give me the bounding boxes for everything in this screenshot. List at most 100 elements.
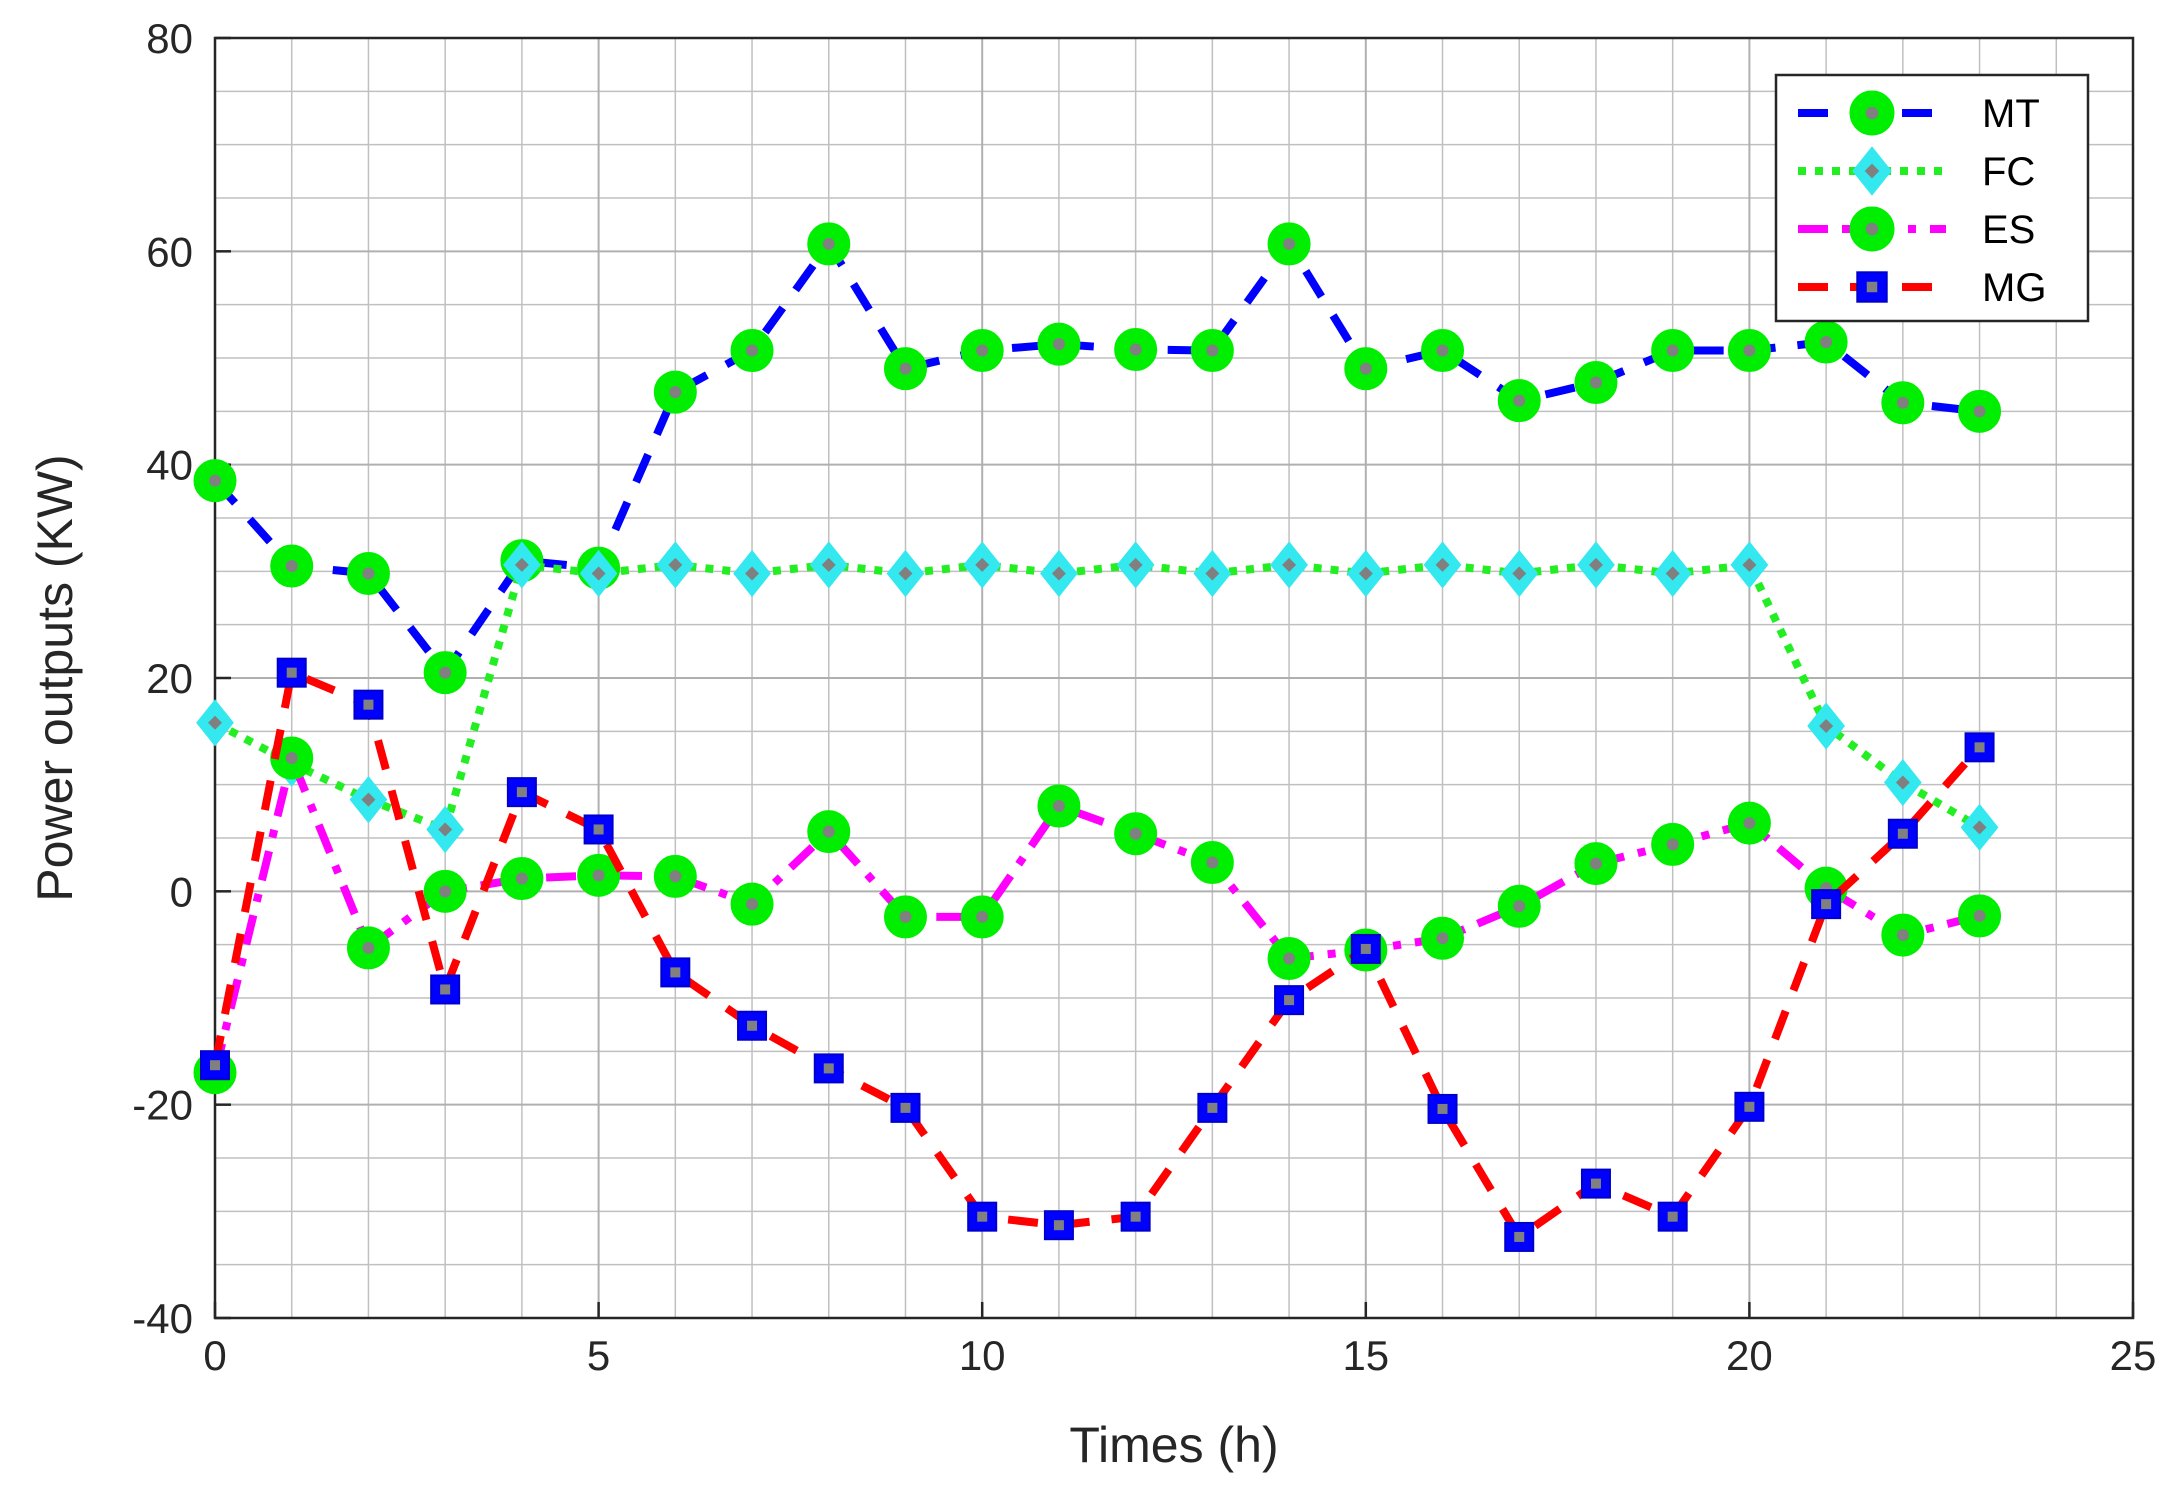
series-layer [193, 222, 2002, 1252]
point-es-center [822, 825, 835, 838]
point-mt-center [976, 344, 989, 357]
point-fc-center [438, 822, 453, 837]
point-fc-center [1819, 719, 1834, 733]
point-fc-center [1665, 566, 1680, 581]
legend-entry-es: ES [1798, 206, 2035, 252]
point-fc-center [1972, 820, 1987, 835]
point-es-center [1589, 857, 1602, 870]
series-mt [193, 222, 2002, 695]
point-mg [737, 1010, 768, 1041]
point-fc-center [745, 566, 760, 581]
point-es-center [976, 910, 989, 923]
point-es-center [1206, 856, 1219, 869]
point-mt-center [822, 237, 835, 250]
point-es-center [362, 941, 375, 954]
x-axis-label: Times (h) [1069, 1417, 1278, 1473]
legend-entry-mt: MT [1798, 90, 2040, 136]
point-es-center [899, 910, 912, 923]
point-fc-center [1588, 557, 1603, 572]
point-fc-center [1742, 557, 1757, 572]
point-mg-center [670, 967, 681, 978]
point-es-center [1052, 800, 1065, 812]
point-mt-center [899, 362, 912, 375]
y-axis-label: Power outputs (KW) [27, 454, 83, 901]
point-fc-center [591, 566, 606, 581]
point-es-center [1513, 900, 1526, 913]
series-fc [196, 541, 1999, 854]
point-fc-center [361, 792, 376, 807]
x-tick-label: 0 [203, 1332, 226, 1379]
point-fc-center [1435, 557, 1450, 572]
legend-marker-mt-center [1865, 106, 1879, 120]
point-mg [506, 777, 537, 808]
x-tick-label: 20 [1726, 1332, 1773, 1379]
point-mg-center [1744, 1101, 1755, 1112]
y-tick-label: 40 [146, 442, 193, 489]
legend-marker-es-center [1865, 222, 1879, 236]
point-fc-center [1895, 775, 1910, 790]
point-es-center [439, 885, 452, 898]
point-mt-center [1436, 344, 1449, 357]
point-fc-center [208, 715, 222, 730]
point-mt-center [746, 344, 759, 357]
y-tick-label: -40 [132, 1295, 193, 1342]
point-mt-center [209, 474, 221, 487]
point-fc-center [1051, 566, 1066, 581]
point-mg-center [1821, 899, 1832, 910]
y-tick-label: 80 [146, 15, 193, 62]
point-mg-center [440, 984, 451, 995]
series-mg [200, 657, 1995, 1252]
legend-label-mt: MT [1982, 92, 2040, 136]
y-tick-label: 20 [146, 655, 193, 702]
point-mg-center [1053, 1220, 1064, 1231]
y-axis-ticks: -40 -20 0 20 40 60 80 [132, 15, 231, 1342]
x-tick-label: 5 [587, 1332, 610, 1379]
point-mt-center [1359, 362, 1372, 375]
point-es-center [1973, 909, 1986, 922]
x-axis-ticks: 0 5 10 15 20 25 [203, 1302, 2156, 1379]
point-fc-center [975, 557, 990, 572]
point-mg-center [747, 1020, 758, 1031]
point-fc-center [1128, 557, 1143, 572]
point-mt-center [1589, 376, 1602, 389]
point-mt-center [669, 386, 682, 399]
point-es-center [1896, 929, 1909, 942]
point-mg-center [286, 667, 297, 678]
point-fc-center [1358, 566, 1373, 581]
legend-entry-mg: MG [1798, 266, 2046, 310]
point-es-center [1129, 827, 1142, 840]
point-es-center [1436, 932, 1449, 945]
x-tick-label: 10 [959, 1332, 1006, 1379]
point-mg-center [1284, 995, 1295, 1006]
legend-marker-fc-center [1864, 163, 1880, 179]
point-mt-center [1743, 344, 1756, 357]
legend-label-fc: FC [1982, 150, 2035, 194]
point-fc-center [1205, 566, 1220, 581]
point-es-center [592, 869, 605, 882]
point-es-center [746, 898, 759, 911]
point-mt-center [1206, 344, 1219, 357]
point-mg-center [900, 1102, 911, 1113]
legend-label-mg: MG [1982, 266, 2046, 310]
point-mg [967, 1201, 998, 1232]
point-fc-center [1512, 566, 1527, 581]
point-fc-center [668, 557, 683, 572]
legend-entry-fc: FC [1798, 146, 2035, 196]
point-mg-center [977, 1211, 988, 1222]
point-fc-center [1282, 557, 1297, 572]
series-line-mt [212, 239, 1981, 677]
point-mt-center [1283, 237, 1296, 250]
point-mg-center [1360, 943, 1371, 954]
point-mt-center [1052, 338, 1065, 351]
point-mg-center [363, 699, 374, 710]
x-tick-label: 15 [1342, 1332, 1389, 1379]
point-mg-center [1667, 1211, 1678, 1222]
point-mt-center [1896, 396, 1909, 409]
point-mt-center [1129, 343, 1142, 356]
point-es-center [1666, 838, 1679, 851]
point-mg-center [1514, 1231, 1525, 1242]
point-mg-center [1590, 1178, 1601, 1189]
point-mg-center [1207, 1102, 1218, 1113]
y-tick-label: 0 [170, 868, 193, 915]
point-es-center [1283, 952, 1296, 965]
